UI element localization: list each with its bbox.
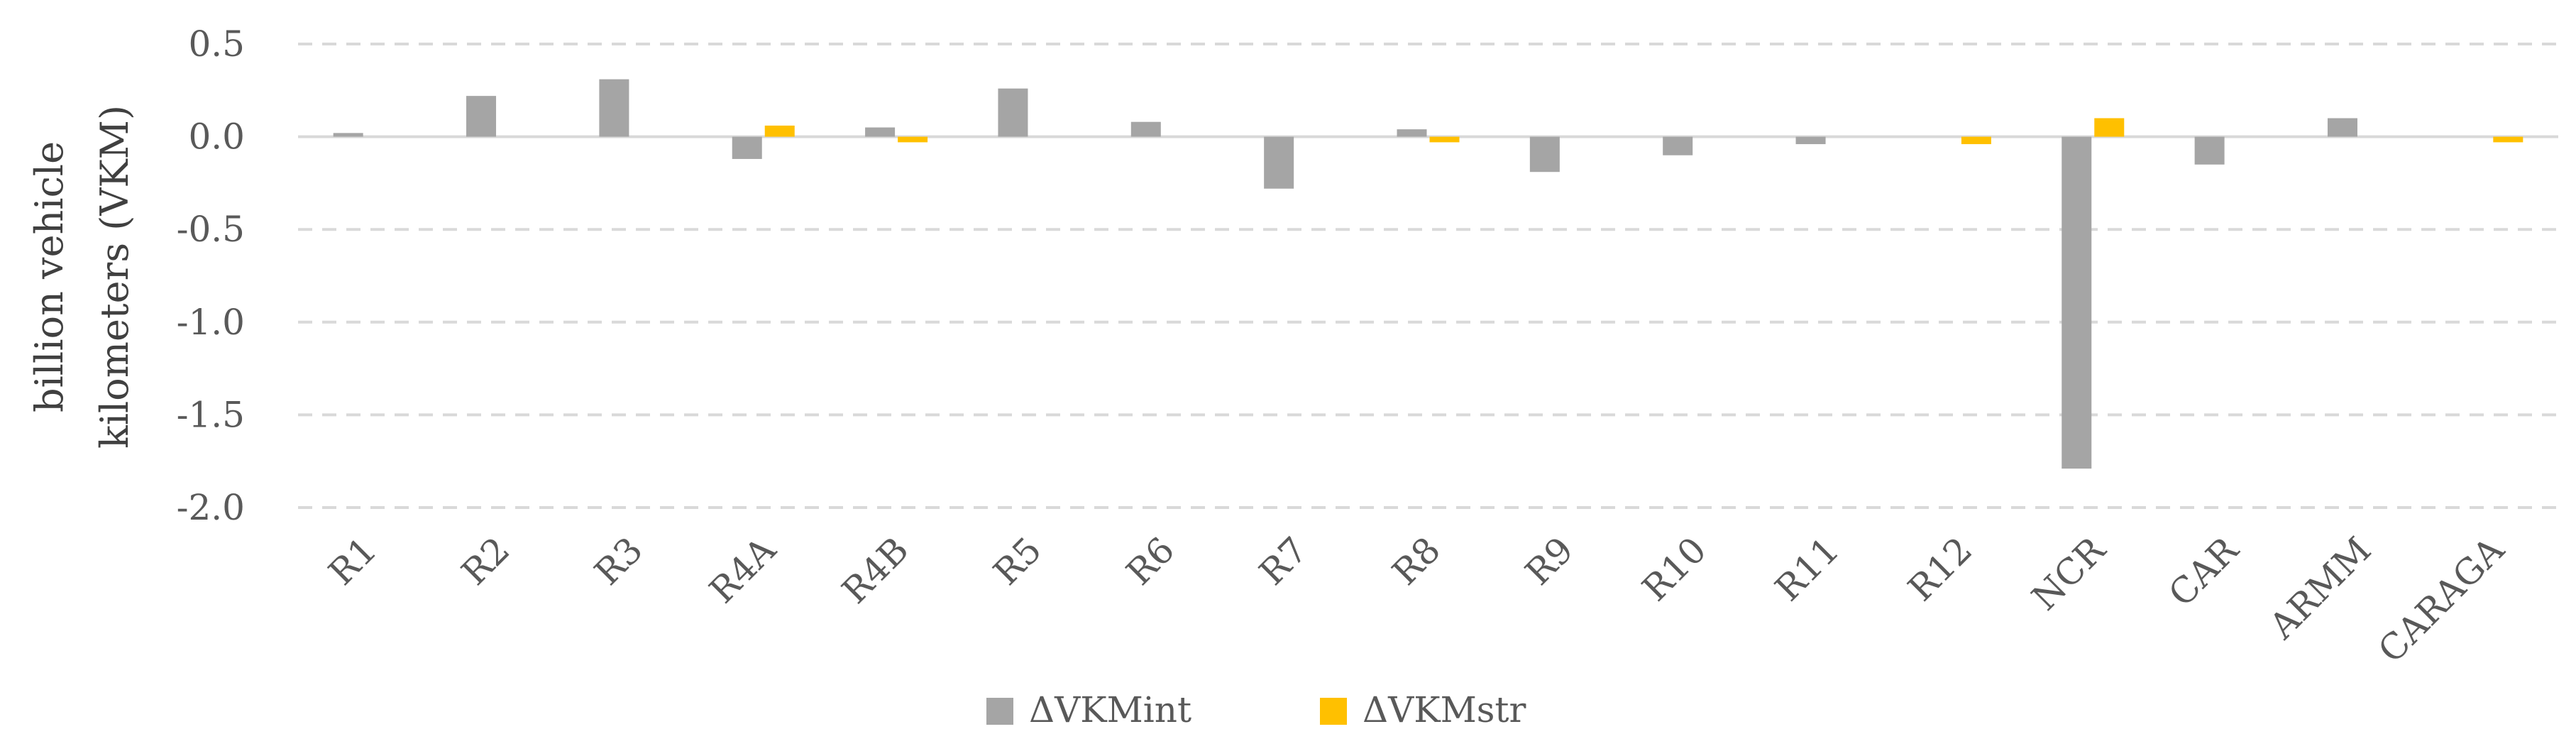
bar-dvkmint [865,127,896,137]
bar-dvkmstr [764,125,795,137]
x-tick-label: R11 [1767,529,1847,609]
bar-dvkmint [2194,136,2225,165]
bar-dvkmstr [898,136,928,143]
bars [333,79,2523,469]
bar-dvkmint [1663,136,1693,155]
x-tick-labels: R1 R2 R3 R4A R4B R5 R6 R7 R8 R9 R10 R11 R12 NCR CAR ARM… [321,529,2512,671]
legend-label-dvkmint: ΔVKMint [1029,689,1191,730]
bar-dvkmint [1795,136,1826,145]
x-tick-label: R1 [321,529,385,593]
bar-dvkmint [1264,136,1294,189]
bar-dvkmstr [2493,136,2523,143]
x-tick-label: R2 [453,529,517,593]
x-tick-label: R4B [834,529,916,611]
bar-dvkmint [599,79,629,137]
legend-swatch-dvkmstr [1320,698,1347,725]
bar-dvkmstr [1429,136,1460,143]
bar-dvkmint [2062,136,2092,469]
legend-label-dvkmstr: ΔVKMstr [1363,689,1526,730]
y-axis-title-line-1: billion vehicle [27,141,72,412]
bar-dvkmint [2327,118,2357,137]
y-tick-label: 0.5 [188,23,245,65]
y-tick-label: 0.0 [188,116,245,158]
x-tick-label: R7 [1251,529,1315,593]
x-tick-label: NCR [2024,529,2114,619]
x-tick-label: CAR [2161,529,2247,615]
bar-dvkmint [333,133,363,137]
x-tick-label: R10 [1634,529,1714,609]
x-tick-label: CARAGA [2370,529,2512,671]
x-tick-label: R6 [1118,529,1182,593]
bar-dvkmstr [1961,136,1991,145]
y-tick-label: -0.5 [177,209,245,250]
x-tick-label: R12 [1900,529,1981,609]
x-tick-label: R3 [587,529,651,593]
bar-dvkmint [1397,129,1427,137]
bar-dvkmint [1529,136,1560,172]
y-tick-labels: 0.5 0.0 -0.5 -1.0 -1.5 -2.0 [177,23,245,528]
bar-dvkmint [732,136,762,159]
gridlines [298,43,2558,509]
bar-dvkmint [998,88,1028,137]
bar-dvkmint [466,96,497,137]
x-tick-label: R5 [986,529,1050,593]
bar-dvkmint [1130,121,1161,137]
legend: ΔVKMint ΔVKMstr [986,689,1526,730]
x-tick-label: R9 [1517,529,1581,593]
y-tick-label: -1.0 [177,302,245,343]
y-axis-title-line-2: kilometers (VKM) [92,105,137,449]
y-tick-label: -1.5 [177,394,245,435]
legend-swatch-dvkmint [986,698,1013,725]
bar-dvkmstr [2094,118,2125,137]
y-tick-label: -2.0 [177,487,245,528]
x-tick-label: R4A [702,529,784,611]
x-tick-label: ARMM [2261,529,2379,647]
x-tick-label: R8 [1385,529,1448,593]
